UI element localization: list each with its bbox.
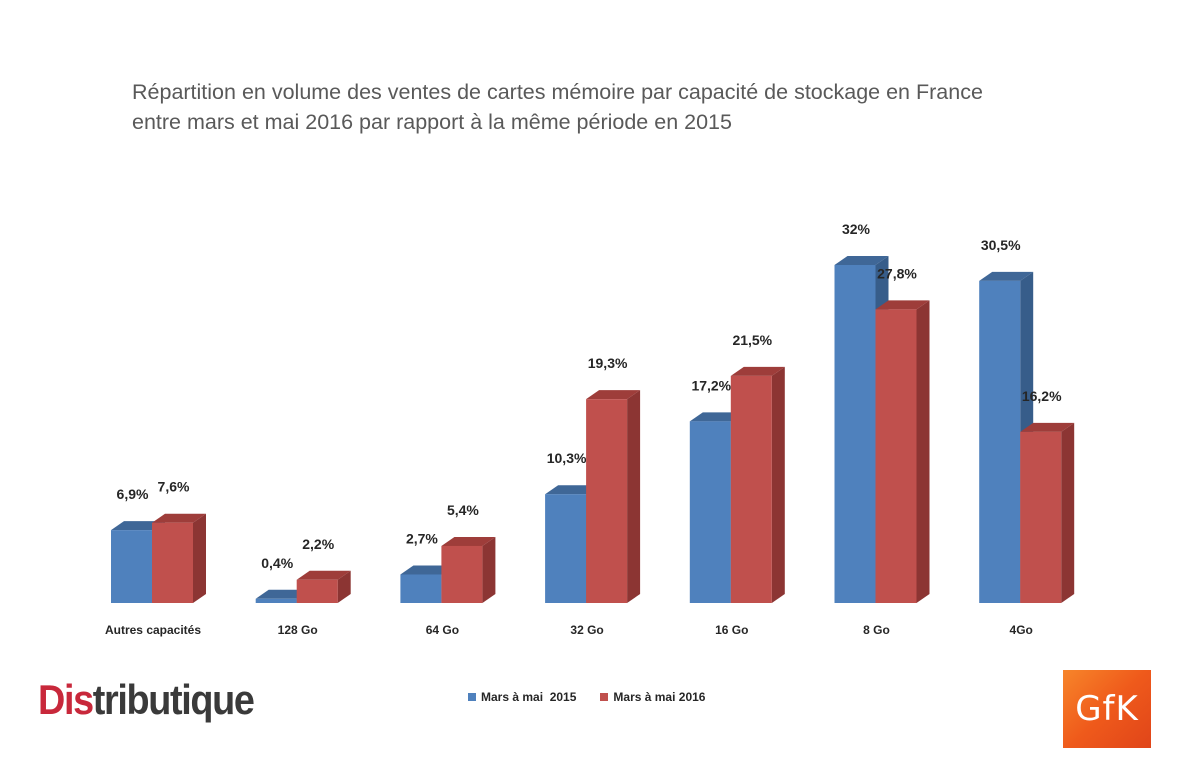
bar-2016-6 xyxy=(1020,431,1062,603)
bar-side-2016-1 xyxy=(337,570,351,603)
bar-2015-5 xyxy=(834,265,876,603)
bar-2016-1 xyxy=(296,579,338,603)
bar-side-2016-4 xyxy=(771,366,785,603)
legend-swatch-2015 xyxy=(468,693,476,701)
bar-top-2016-6 xyxy=(1020,422,1075,432)
chart-title-line-2: entre mars et mai 2016 par rapport à la … xyxy=(132,110,732,134)
bar-2015-2 xyxy=(400,574,442,603)
legend-label-2015: Mars à mai 2015 xyxy=(481,690,577,704)
bar-side-2016-6 xyxy=(1061,422,1075,603)
bar-2015-3 xyxy=(545,494,587,603)
bar-top-2015-5 xyxy=(834,256,889,265)
data-label-2016-5: 27,8% xyxy=(877,265,917,281)
chart-title-line-1: Répartition en volume des ventes de cart… xyxy=(132,80,983,104)
category-label-2: 64 Go xyxy=(426,623,459,637)
data-label-2015-4: 17,2% xyxy=(691,377,731,393)
data-label-2016-1: 2,2% xyxy=(302,536,334,552)
data-label-2015-0: 6,9% xyxy=(117,486,149,502)
bar-top-2015-2 xyxy=(400,565,455,575)
data-label-2016-0: 7,6% xyxy=(158,479,190,495)
category-label-4: 16 Go xyxy=(715,623,748,637)
bar-2016-3 xyxy=(586,399,628,603)
category-label-1: 128 Go xyxy=(278,623,318,637)
bar-2016-5 xyxy=(875,309,917,603)
bar-side-2016-5 xyxy=(916,300,930,603)
bar-top-2015-3 xyxy=(545,485,600,495)
bar-top-2015-6 xyxy=(979,271,1034,281)
legend-item-2015: Mars à mai 2015 xyxy=(468,690,576,704)
bar-2016-2 xyxy=(441,545,483,603)
data-label-2016-4: 21,5% xyxy=(732,332,772,348)
bar-top-2015-4 xyxy=(689,412,744,422)
category-label-3: 32 Go xyxy=(570,623,603,637)
data-label-2015-5: 32% xyxy=(842,221,871,237)
bar-side-2016-3 xyxy=(627,390,641,603)
distributique-logo: Distributique xyxy=(38,676,255,723)
legend-item-2016: Mars à mai 2016 xyxy=(600,690,705,704)
bar-top-2016-4 xyxy=(730,366,785,376)
category-label-5: 8 Go xyxy=(863,623,890,637)
bar-top-2015-0 xyxy=(111,521,165,531)
bar-2016-0 xyxy=(152,522,193,603)
bar-top-2016-3 xyxy=(586,390,641,400)
chart-title: Répartition en volume des ventes de cart… xyxy=(132,77,1092,137)
data-label-2016-6: 16,2% xyxy=(1022,388,1062,404)
data-label-2015-6: 30,5% xyxy=(981,237,1021,253)
category-label-6: 4Go xyxy=(1010,623,1033,637)
bar-top-2016-2 xyxy=(441,536,496,546)
bar-2015-1 xyxy=(255,598,297,603)
bar-side-2016-2 xyxy=(482,536,496,603)
legend-swatch-2016 xyxy=(600,693,609,701)
gfk-logo: GfK xyxy=(1063,670,1151,748)
bar-top-2016-1 xyxy=(296,570,351,580)
data-label-2015-2: 2,7% xyxy=(406,530,438,546)
bar-2015-4 xyxy=(689,421,731,603)
chart-legend: Mars à mai 2015 Mars à mai 2016 xyxy=(468,690,705,704)
data-label-2016-3: 19,3% xyxy=(588,355,628,371)
category-label-0: Autres capacités xyxy=(105,623,201,637)
bar-top-2015-1 xyxy=(255,589,310,599)
bar-top-2016-5 xyxy=(875,300,930,310)
data-label-2016-2: 5,4% xyxy=(447,502,479,518)
bar-side-2016-0 xyxy=(193,513,206,603)
legend-label-2016: Mars à mai 2016 xyxy=(613,690,706,704)
bar-2015-0 xyxy=(111,530,152,603)
bar-2016-4 xyxy=(730,375,772,603)
data-label-2015-1: 0,4% xyxy=(261,555,293,571)
bar-2015-6 xyxy=(979,280,1021,603)
bar-top-2016-0 xyxy=(152,513,206,523)
data-label-2015-3: 10,3% xyxy=(547,450,587,466)
